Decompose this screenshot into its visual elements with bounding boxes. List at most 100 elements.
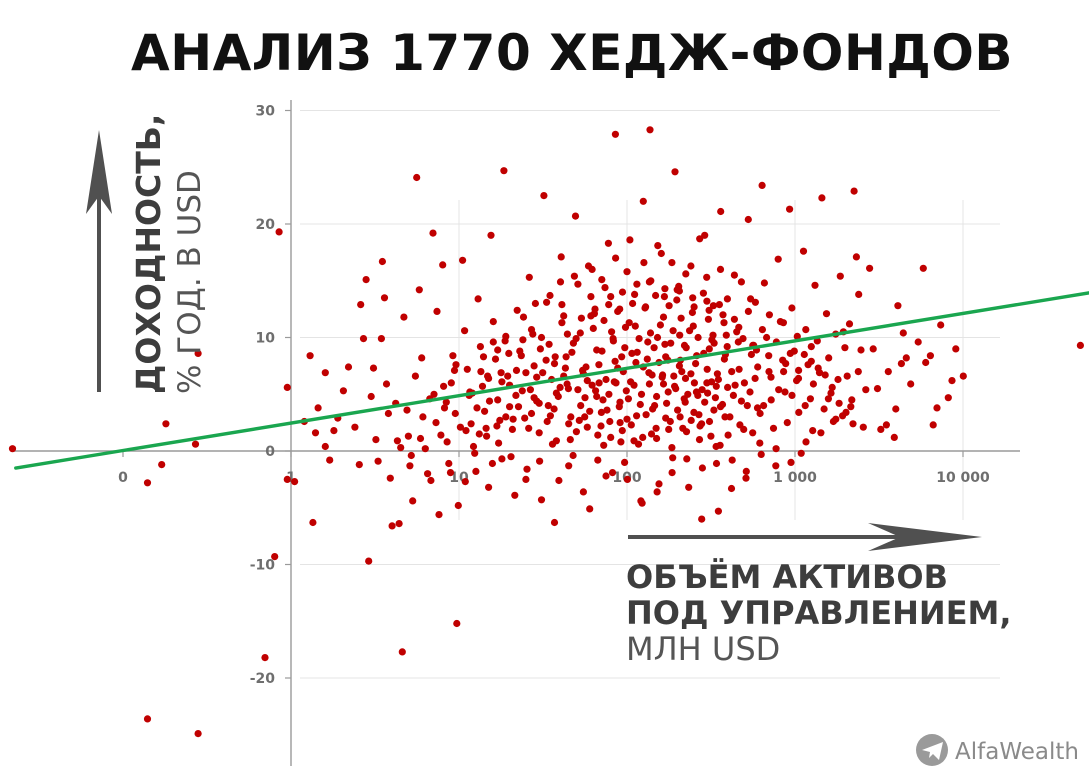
data-point xyxy=(439,261,447,269)
data-point xyxy=(705,417,714,426)
data-point xyxy=(537,496,546,504)
data-point xyxy=(437,431,445,439)
data-point xyxy=(572,335,580,343)
data-point xyxy=(681,374,690,382)
data-point xyxy=(351,423,359,431)
data-point xyxy=(586,407,594,415)
data-point xyxy=(471,449,479,457)
data-point xyxy=(698,386,706,394)
data-point xyxy=(740,379,749,387)
data-point xyxy=(432,419,440,427)
data-point xyxy=(271,553,279,561)
data-point xyxy=(445,459,453,468)
data-point xyxy=(413,173,421,182)
data-point xyxy=(594,456,602,464)
data-point xyxy=(653,333,662,342)
data-point xyxy=(478,382,487,390)
data-point xyxy=(393,437,401,445)
data-point xyxy=(143,715,152,723)
data-point xyxy=(654,242,662,250)
data-point xyxy=(782,360,790,368)
data-point xyxy=(440,404,449,412)
data-point xyxy=(372,436,380,444)
data-point xyxy=(675,287,684,295)
data-point xyxy=(767,373,775,381)
data-point xyxy=(529,330,537,338)
data-point xyxy=(485,397,494,405)
data-point xyxy=(682,270,690,278)
data-point xyxy=(686,327,694,335)
data-point xyxy=(638,499,646,507)
data-point xyxy=(598,347,606,355)
data-point xyxy=(681,398,689,406)
data-point xyxy=(530,394,538,402)
data-point xyxy=(540,192,548,200)
data-point xyxy=(929,421,937,429)
data-point xyxy=(811,281,819,289)
data-point xyxy=(825,354,833,362)
data-point xyxy=(663,399,671,407)
data-point xyxy=(713,370,722,378)
data-point xyxy=(518,387,526,395)
x-axis-label-line2: ПОД УПРАВЛЕНИЕМ, xyxy=(626,594,1012,632)
data-point xyxy=(668,469,676,477)
data-point xyxy=(309,518,317,527)
data-point xyxy=(756,439,764,447)
data-point xyxy=(716,441,724,449)
data-point xyxy=(807,357,815,365)
data-point xyxy=(646,126,654,134)
data-point xyxy=(678,368,686,376)
data-point xyxy=(577,402,585,410)
data-point xyxy=(367,392,375,401)
data-point xyxy=(758,181,766,189)
data-point xyxy=(692,388,701,396)
y-tick-label: 0 xyxy=(265,444,275,460)
data-point xyxy=(587,312,595,320)
data-point xyxy=(191,440,200,448)
data-point xyxy=(623,475,632,483)
data-point xyxy=(660,293,669,301)
data-point xyxy=(359,335,368,343)
data-point xyxy=(795,366,803,374)
data-point xyxy=(859,423,867,431)
data-point xyxy=(194,349,202,357)
data-point xyxy=(601,284,609,292)
data-point xyxy=(616,305,624,313)
data-point xyxy=(800,350,808,359)
data-point xyxy=(744,215,752,224)
data-point xyxy=(525,424,533,432)
data-point xyxy=(608,469,617,477)
data-point xyxy=(684,390,692,398)
x-tick-label: 10 000 xyxy=(936,470,990,486)
data-point xyxy=(623,268,631,276)
data-point xyxy=(275,228,283,236)
y-axis-label-bold: ДОХОДНОСТЬ, xyxy=(129,114,168,394)
data-point xyxy=(194,730,202,738)
data-point xyxy=(543,417,551,426)
data-point xyxy=(339,387,347,395)
data-point xyxy=(781,388,789,396)
x-axis-label-units: МЛН USD xyxy=(626,630,780,668)
data-point xyxy=(797,449,805,457)
data-point xyxy=(618,353,626,361)
data-point xyxy=(802,438,810,446)
data-point xyxy=(403,406,411,414)
data-point xyxy=(882,421,891,429)
data-point xyxy=(469,442,478,451)
data-point xyxy=(671,168,679,176)
data-point xyxy=(948,377,956,385)
data-point xyxy=(579,488,588,496)
data-point xyxy=(809,427,817,435)
data-point xyxy=(751,374,759,382)
data-point xyxy=(461,327,469,335)
data-point xyxy=(728,368,736,376)
data-point xyxy=(544,402,552,410)
data-point xyxy=(447,379,455,387)
data-point xyxy=(692,360,700,368)
data-point xyxy=(502,413,510,421)
data-point xyxy=(595,379,603,387)
data-point xyxy=(774,255,782,263)
data-point xyxy=(384,409,392,418)
data-point xyxy=(794,374,803,382)
data-point xyxy=(429,229,437,237)
